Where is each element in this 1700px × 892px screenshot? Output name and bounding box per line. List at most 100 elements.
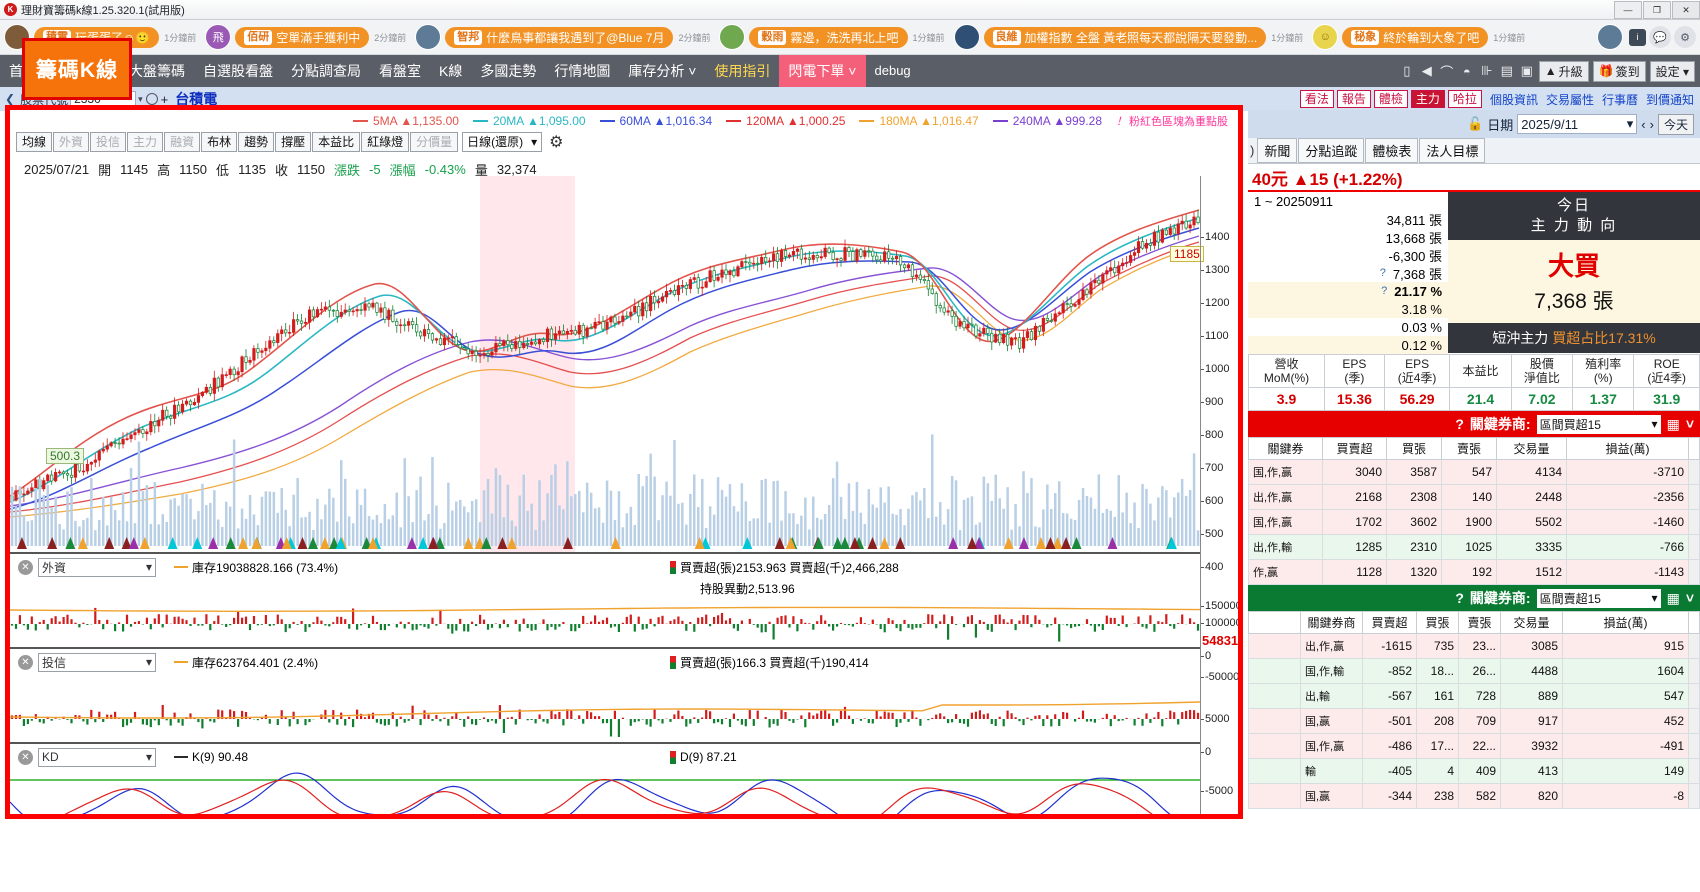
chart-area[interactable]: 5MA ▲1,135.00 20MA ▲1,095.00 60MA ▲1,016… [10,110,1238,814]
scrollbar-down-arrow[interactable] [1688,783,1700,809]
scrollbar-track[interactable] [1688,733,1700,759]
nav-item-global-trends[interactable]: 多國走勢 [480,63,537,79]
grid-icon[interactable]: ▦ [1666,589,1680,606]
nav-item-user-guide[interactable]: 使用指引 [714,63,771,79]
toolbtn-bollinger[interactable]: 布林 [201,132,238,152]
maximize-button[interactable]: ❐ [1643,0,1671,19]
table-row[interactable]: 国,赢 -344 238 582 820 -8 [1248,783,1700,809]
close-icon[interactable]: ✕ [18,749,33,765]
help-icon[interactable]: ? [1455,416,1464,432]
key-broker-sell-table[interactable]: 關鍵券商 買賣超 買張 賣張 交易量 損益(萬) 出,作,赢 -1615 735… [1248,611,1700,809]
scrollbar-track[interactable] [1688,509,1700,535]
scrollbar[interactable] [1688,437,1700,460]
tab-institution-target[interactable]: 法人目標 [1419,138,1486,163]
marquee-item[interactable]: ☺ 秘象 終於輪到大象了吧 1分鐘前 [1308,20,1530,54]
chip-kline-overlay-badge[interactable]: 籌碼K線 [22,38,132,100]
subpanel-trust[interactable]: ✕ 投信 ▾ 庫存623764.401 (2.4%) 買賣超(張)166.3 買… [10,647,1200,742]
tab-checkup[interactable]: 體檢 [1373,90,1408,108]
chevron-down-icon[interactable]: ▾ [138,93,143,104]
marquee-bubble[interactable]: 智邦 什麼鳥事都讓我遇到了@Blue 7月 [445,26,674,48]
key-broker-buy-select[interactable]: 區間買超15 ▾ [1536,414,1661,434]
window-icon[interactable]: ▣ [1520,63,1533,78]
navbar-right-tools[interactable]: ▯ ◀ ⌒ ◓ ⊪ ▤ ▣ ▲ 升級 🎁 簽到 設定 ▾ [1399,60,1700,82]
table-row[interactable]: 国,作,赢 1702 3602 1900 5502 -1460 [1248,509,1700,535]
chart-icon[interactable]: ⊪ [1481,63,1493,78]
date-next-button[interactable]: › [1649,116,1654,132]
price-chart[interactable] [10,176,1200,546]
main-navbar[interactable]: 首頁 籌碼選股 大盤籌碼 自選股看盤 分點調查局 看盤室 K線 多國走勢 行情地… [0,55,1700,87]
link-price-alert[interactable]: 到價通知 [1645,92,1694,107]
marquee-item[interactable]: 良維 加權指數 全盤 黃老照每天都說隔天要發動... 1分鐘前 [950,20,1309,54]
marquee-item[interactable]: 穀雨 霧邊，洗洗再北上吧 1分鐘前 [715,20,949,54]
scrollbar-track[interactable] [1688,758,1700,784]
toolbtn-trend[interactable]: 趨勢 [238,132,275,152]
toolbtn-foreign[interactable]: 外資 [53,132,90,152]
nav-item-watchlist[interactable]: 自選股看盤 [203,63,273,79]
link-stock-info[interactable]: 個股資訊 [1489,92,1538,107]
marquee-item[interactable]: 飛 佰研 空單滿手獲利中 2分鐘前 [201,20,411,54]
key-broker-buy-table[interactable]: 關鍵券 買賣超 買張 賣張 交易量 損益(萬) 国,作,赢 3040 3587 … [1248,437,1700,585]
gear-icon[interactable]: ⚙ [549,134,564,151]
period-select[interactable]: 日線(還原) ▾ [462,132,543,152]
marquee-item[interactable]: 智邦 什麼鳥事都讓我遇到了@Blue 7月 2分鐘前 [411,20,715,54]
nav-item-trading-room[interactable]: 看盤室 [379,63,421,79]
subpanel-header[interactable]: ✕ 外資 ▾ 庫存19038828.166 (73.4%) 買賣超(張)2153… [10,554,1200,580]
sidebar-tabs[interactable]: ) 新聞 分點追蹤 體檢表 法人目標 [1248,138,1700,164]
indicator-select[interactable]: KD ▾ [38,747,156,767]
table-row[interactable]: 出,作,赢 -1615 735 23... 3085 915 [1248,633,1700,659]
lock-icon[interactable]: 🔓 [1467,116,1484,131]
chart-toolbar[interactable]: 均線 外資 投信 主力 融資 布林 趨勢 撐壓 本益比 紅綠燈 分價量 日線(還… [16,132,564,152]
nav-item-inventory-analysis[interactable]: 庫存分析 ˅ [628,63,697,79]
date-input[interactable]: 2025/9/11 ▾ [1517,114,1638,134]
nav-item-kline[interactable]: K線 [439,63,463,79]
nav-item-debug[interactable]: debug [874,63,911,78]
table-row[interactable]: 国,赢 -501 208 709 917 452 [1248,708,1700,734]
grid-icon[interactable]: ▤ [1500,63,1513,78]
scrollbar-thumb[interactable] [1688,658,1700,684]
help-icon[interactable]: ? [1379,267,1386,279]
ticker-right-tabs[interactable]: 看法 報告 體檢 主力 哈拉 個股資訊 交易屬性 行事曆 到價通知 [1299,90,1700,108]
upgrade-button[interactable]: ▲ 升級 [1538,60,1589,82]
toolbtn-pe-ratio[interactable]: 本益比 [312,132,361,152]
table-row[interactable]: 国,作,赢 3040 3587 547 4134 -3710 [1248,459,1700,485]
key-broker-sell-header[interactable]: ? 關鍵券商: 區間賣超15 ▾ ▦ ˅ [1248,585,1700,611]
toolbtn-margin[interactable]: 融資 [164,132,201,152]
scrollbar-down-arrow[interactable] [1688,559,1700,585]
add-icon[interactable]: + [160,91,169,107]
key-broker-buy-header[interactable]: ? 關鍵券商: 區間買超15 ▾ ▦ ˅ [1248,411,1700,437]
minimize-button[interactable]: — [1614,0,1642,19]
table-row[interactable]: 出,作,輸 1285 2310 1025 3335 -766 [1248,534,1700,560]
tab-branch-tracking[interactable]: 分點追蹤 [1298,138,1365,163]
close-icon[interactable]: ✕ [18,654,33,670]
tab-major-force[interactable]: 主力 [1410,90,1445,108]
tab-opinion[interactable]: 看法 [1299,90,1334,108]
key-broker-sell-select[interactable]: 區間賣超15 ▾ [1536,588,1661,608]
info-icon[interactable]: i [1629,28,1646,46]
scrollbar[interactable] [1688,611,1700,634]
toolbtn-trust[interactable]: 投信 [90,132,127,152]
nav-item-branch-investigation[interactable]: 分點調查局 [291,63,361,79]
subpanel-header[interactable]: ✕ KD ▾ K(9) 90.48 D(9) 87.21 [10,744,1200,770]
indicator-select[interactable]: 外資 ▾ [38,557,156,577]
marquee-bubble[interactable]: 秘象 終於輪到大象了吧 [1342,26,1489,48]
search-icon[interactable] [145,93,158,105]
sidebar-date-bar[interactable]: 🔓 日期 2025/9/11 ▾ ‹ › 今天 [1248,110,1700,138]
chevron-down-icon[interactable]: ˅ [1685,416,1694,432]
settings-button[interactable]: 設定 ▾ [1649,60,1695,82]
gear-icon[interactable]: ⚙ [1674,26,1696,48]
book-icon[interactable]: ▯ [1403,63,1411,78]
nav-item-market-map[interactable]: 行情地圖 [554,63,611,79]
table-row[interactable]: 輸 -405 4 409 413 149 [1248,758,1700,784]
chat-icon[interactable]: 💬 [1649,26,1671,48]
nav-item-quick-order[interactable]: 閃電下單 ˅ [779,55,866,87]
window-controls[interactable]: — ❐ ✕ [1613,0,1700,19]
link-trade-attributes[interactable]: 交易屬性 [1545,92,1594,107]
scrollbar-track[interactable] [1688,484,1700,510]
right-sidebar[interactable]: 🔓 日期 2025/9/11 ▾ ‹ › 今天 ) 新聞 分點追蹤 體檢表 法人… [1248,110,1700,892]
subpanel-foreign[interactable]: ✕ 外資 ▾ 庫存19038828.166 (73.4%) 買賣超(張)2153… [10,552,1200,647]
megaphone-icon[interactable]: ◀ [1421,63,1432,78]
close-icon[interactable]: ✕ [18,559,33,575]
grid-icon[interactable]: ▦ [1666,415,1680,432]
date-prev-button[interactable]: ‹ [1641,116,1646,132]
ticker-bar[interactable]: ❮ 股票代號 2330 ▾ + 台積電 看法 報告 體檢 主力 哈拉 個股資訊 … [0,87,1700,111]
